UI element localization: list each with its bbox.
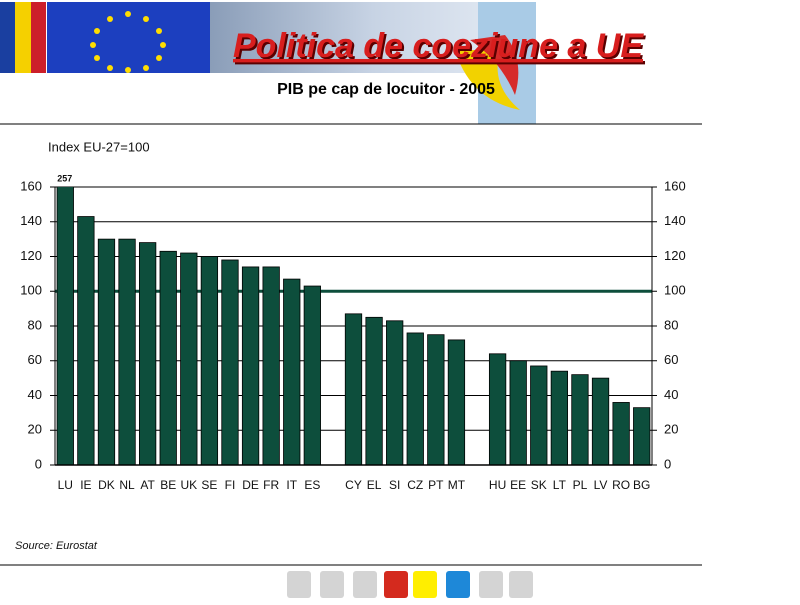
bar — [386, 320, 404, 465]
bar — [406, 332, 424, 465]
bar — [633, 407, 651, 465]
x-tick-label: IT — [286, 478, 297, 492]
x-tick-label: DE — [242, 478, 259, 492]
bar — [447, 339, 466, 465]
y-tick-label: 0 — [35, 456, 42, 471]
bar — [571, 374, 589, 465]
bar — [365, 316, 383, 465]
bar — [97, 238, 116, 465]
y2-tick-label: 60 — [664, 352, 678, 367]
nav-button[interactable] — [509, 571, 533, 598]
plot-area — [56, 187, 651, 465]
x-tick-label: EE — [510, 478, 526, 492]
x-tick-label: SE — [201, 478, 217, 492]
bar — [344, 313, 363, 465]
nav-button[interactable] — [320, 571, 344, 598]
bar — [488, 353, 507, 465]
bar — [550, 370, 568, 465]
flag-red — [31, 2, 46, 73]
x-tick-label: HU — [489, 478, 506, 492]
bar — [118, 238, 136, 465]
y-tick-label: 100 — [20, 283, 42, 298]
y2-tick-label: 80 — [664, 317, 678, 332]
bar — [262, 266, 280, 465]
nav-button[interactable] — [287, 571, 311, 598]
bar — [77, 216, 95, 465]
x-tick-label: DK — [98, 478, 115, 492]
y-tick-label: 120 — [20, 248, 42, 263]
x-tick-label: SK — [531, 478, 547, 492]
flag-yellow — [15, 2, 31, 73]
nav-button[interactable] — [479, 571, 503, 598]
bar — [303, 285, 321, 465]
nav-button[interactable] — [413, 571, 437, 598]
y2-tick-label: 120 — [664, 248, 686, 263]
y2-tick-label: 20 — [664, 422, 678, 437]
bar — [509, 360, 527, 465]
x-tick-label: BE — [160, 478, 176, 492]
x-tick-label: CZ — [407, 478, 423, 492]
x-tick-label: EL — [367, 478, 382, 492]
bar — [200, 256, 219, 465]
title-shadow: Politica de coeziune a UE — [235, 29, 646, 67]
bar — [612, 402, 630, 465]
bar — [56, 187, 74, 465]
x-tick-label: LU — [58, 478, 73, 492]
x-tick-label: AT — [140, 478, 155, 492]
source-note: Source: Eurostat — [15, 540, 98, 552]
slide-title: Politica de coeziune a UE — [233, 27, 644, 65]
value-label: 257 — [57, 173, 72, 183]
bar — [221, 259, 239, 465]
x-tick-label: PL — [573, 478, 588, 492]
y2-tick-label: 40 — [664, 387, 678, 402]
x-tick-label: FR — [263, 478, 279, 492]
y-tick-label: 80 — [28, 317, 42, 332]
y-axis-label: Index EU-27=100 — [48, 139, 150, 154]
nav-button[interactable] — [353, 571, 377, 598]
y-tick-label: 20 — [28, 422, 42, 437]
x-tick-label: ES — [304, 478, 320, 492]
y-tick-label: 40 — [28, 387, 42, 402]
bar — [591, 377, 610, 465]
bar — [139, 242, 157, 465]
flag-blue — [0, 2, 15, 73]
bar — [530, 365, 548, 465]
x-tick-label: IE — [80, 478, 91, 492]
x-tick-label: UK — [180, 478, 197, 492]
x-tick-label: LV — [594, 478, 608, 492]
x-tick-label: RO — [612, 478, 630, 492]
eu-stars — [90, 11, 166, 73]
nav-bar — [287, 571, 533, 598]
x-tick-label: SI — [389, 478, 400, 492]
y2-tick-label: 160 — [664, 178, 686, 193]
subtitle: PIB pe cap de locuitor - 2005 — [277, 81, 495, 98]
bar — [241, 266, 260, 465]
x-tick-label: LT — [553, 478, 567, 492]
y-tick-label: 60 — [28, 352, 42, 367]
bar — [283, 278, 301, 465]
y2-tick-label: 100 — [664, 283, 686, 298]
logo-swoosh — [455, 50, 520, 110]
x-tick-label: NL — [119, 478, 135, 492]
x-tick-label: MT — [448, 478, 466, 492]
nav-button[interactable] — [384, 571, 408, 598]
logo-swoosh — [470, 35, 519, 95]
nav-button[interactable] — [446, 571, 470, 598]
x-tick-label: FI — [225, 478, 236, 492]
y2-tick-label: 0 — [664, 456, 671, 471]
y-tick-label: 160 — [20, 178, 42, 193]
x-tick-label: PT — [428, 478, 444, 492]
x-tick-label: CY — [345, 478, 362, 492]
bar — [180, 252, 198, 465]
x-tick-label: BG — [633, 478, 650, 492]
y2-tick-label: 140 — [664, 213, 686, 228]
bar — [159, 250, 177, 465]
y-tick-label: 140 — [20, 213, 42, 228]
bar — [427, 334, 445, 465]
